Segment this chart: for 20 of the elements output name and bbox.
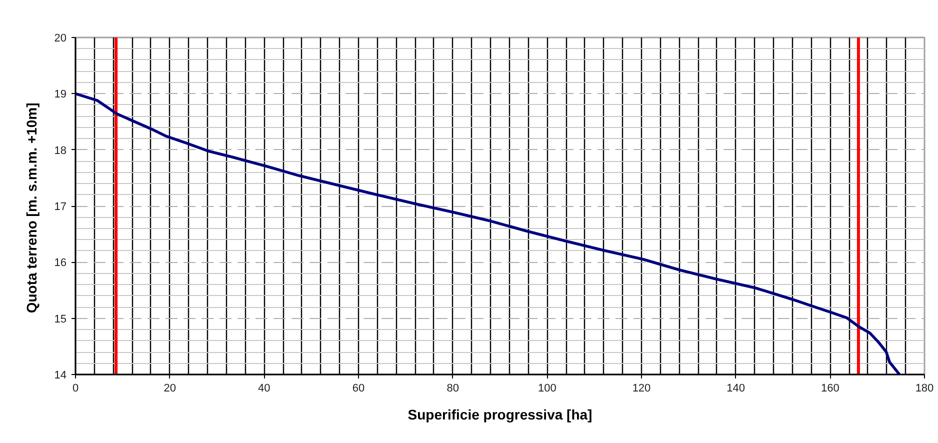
y-tick-label: 15 [54, 313, 67, 326]
y-axis-title: Quota terreno [m. s.m.m. +10m] [23, 102, 40, 314]
y-tick-label: 18 [54, 144, 67, 157]
y-tick-label: 14 [54, 370, 67, 382]
x-tick-label: 20 [164, 382, 176, 394]
x-tick-label: 60 [352, 382, 365, 394]
x-tick-label: 40 [258, 382, 270, 394]
y-tick-label: 19 [54, 88, 67, 101]
y-tick-label: 20 [54, 32, 67, 44]
y-tick-label: 17 [54, 201, 67, 213]
x-tick-label: 180 [915, 382, 934, 394]
x-tick-label: 160 [820, 382, 840, 394]
x-tick-label: 80 [446, 382, 459, 394]
x-tick-label: 120 [632, 382, 651, 394]
x-axis-title: Superificie progressiva [ha] [408, 406, 592, 422]
line-series [76, 92, 901, 374]
x-tick-label: 140 [726, 382, 746, 394]
x-tick-label: 100 [538, 382, 556, 394]
x-tick-label: 0 [72, 382, 79, 394]
y-tick-label: 16 [54, 257, 67, 270]
